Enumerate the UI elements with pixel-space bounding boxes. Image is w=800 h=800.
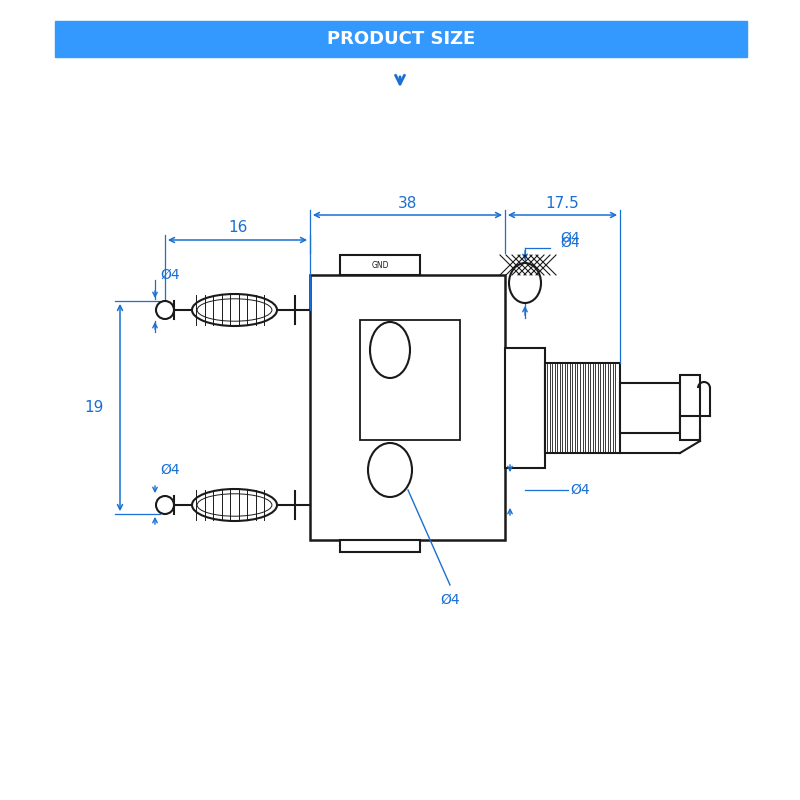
Ellipse shape [370, 322, 410, 378]
Bar [340, 255, 420, 275]
Text: Ø4: Ø4 [160, 268, 180, 282]
Bar [505, 348, 545, 468]
Text: GND: GND [371, 261, 389, 270]
Text: Ø4: Ø4 [160, 463, 180, 477]
Bar [680, 375, 700, 440]
Text: PRODUCT SIZE: PRODUCT SIZE [327, 30, 475, 48]
Text: Ø4: Ø4 [560, 231, 580, 245]
Ellipse shape [192, 294, 277, 326]
Text: 38: 38 [398, 195, 417, 210]
Text: 16: 16 [228, 221, 247, 235]
Ellipse shape [192, 489, 277, 521]
Text: 19: 19 [85, 400, 104, 415]
Text: Ø4: Ø4 [560, 236, 580, 250]
Ellipse shape [368, 443, 412, 497]
Text: Ø4: Ø4 [570, 483, 590, 497]
Bar [620, 383, 680, 433]
Text: 17.5: 17.5 [546, 195, 579, 210]
Ellipse shape [197, 494, 272, 516]
Bar [340, 540, 420, 552]
Bar [310, 275, 505, 540]
Bar [55, 21, 747, 57]
Ellipse shape [197, 298, 272, 321]
Ellipse shape [509, 263, 541, 303]
Bar [360, 320, 460, 440]
Text: Ø4: Ø4 [440, 593, 460, 607]
Circle shape [156, 301, 174, 319]
Bar [545, 363, 620, 453]
Circle shape [156, 496, 174, 514]
